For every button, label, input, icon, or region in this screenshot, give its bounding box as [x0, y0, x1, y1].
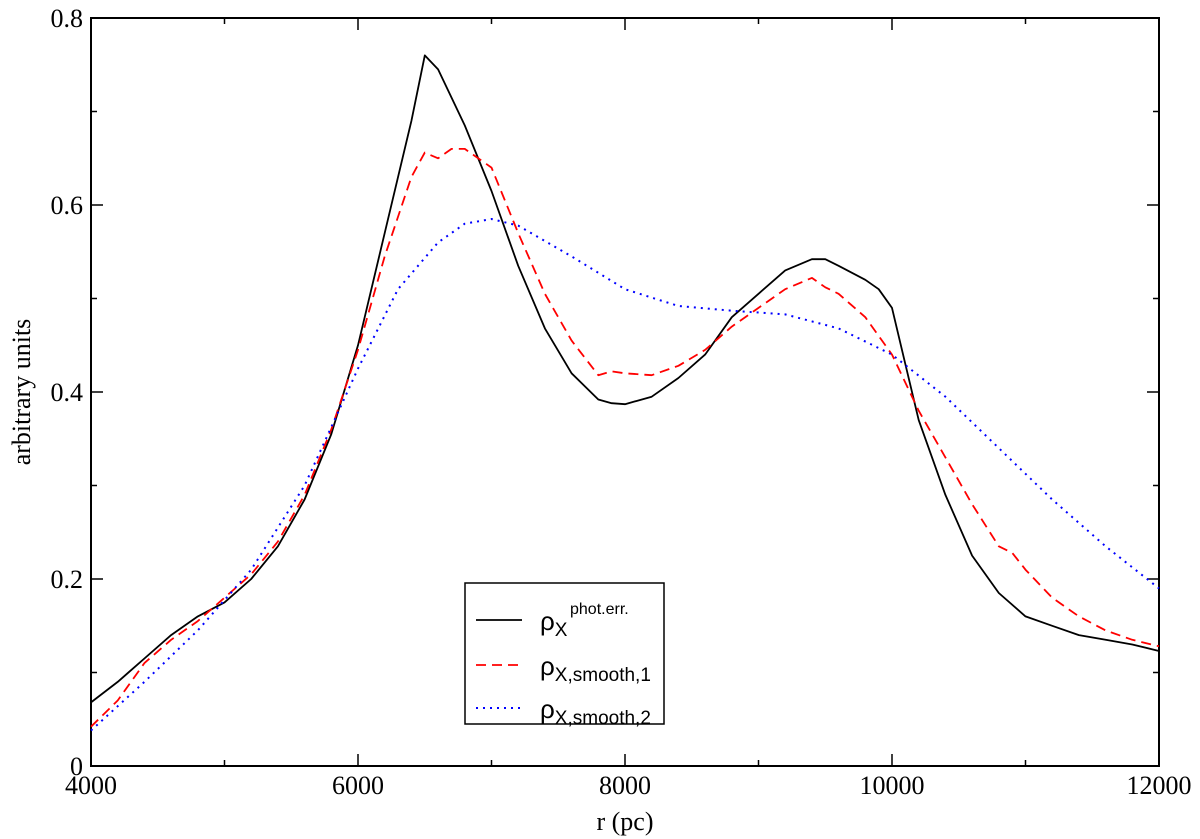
series-line-2 [90, 148, 1160, 728]
series-lines [90, 54, 1160, 732]
y-tick-label: 0.6 [51, 191, 84, 220]
legend-superscript-1: phot.err. [570, 601, 629, 618]
x-axis-title: r (pc) [596, 807, 653, 836]
legend-box [464, 582, 665, 725]
y-tick-label: 0.4 [51, 378, 84, 407]
x-tick-label: 10000 [860, 771, 925, 800]
series-line-1 [90, 54, 1160, 704]
axis-ticks [90, 17, 1160, 767]
legend-label-2: ρX,smooth,1 [540, 651, 651, 686]
x-tick-label: 8000 [599, 771, 651, 800]
legend-label-3: ρX,smooth,2 [540, 694, 651, 729]
y-tick-label: 0 [70, 752, 83, 781]
y-tick-label: 0.2 [51, 565, 84, 594]
y-axis-title: arbitrary units [7, 319, 36, 466]
y-tick-label: 0.8 [51, 4, 84, 33]
x-tick-label: 4000 [65, 771, 117, 800]
x-tick-label: 6000 [332, 771, 384, 800]
x-tick-label: 12000 [1127, 771, 1192, 800]
tick-labels: 4000 6000 8000 10000 12000 0 0.2 0.4 0.6 0.8 [51, 4, 1192, 800]
legend-label-1: ρX [540, 606, 568, 641]
